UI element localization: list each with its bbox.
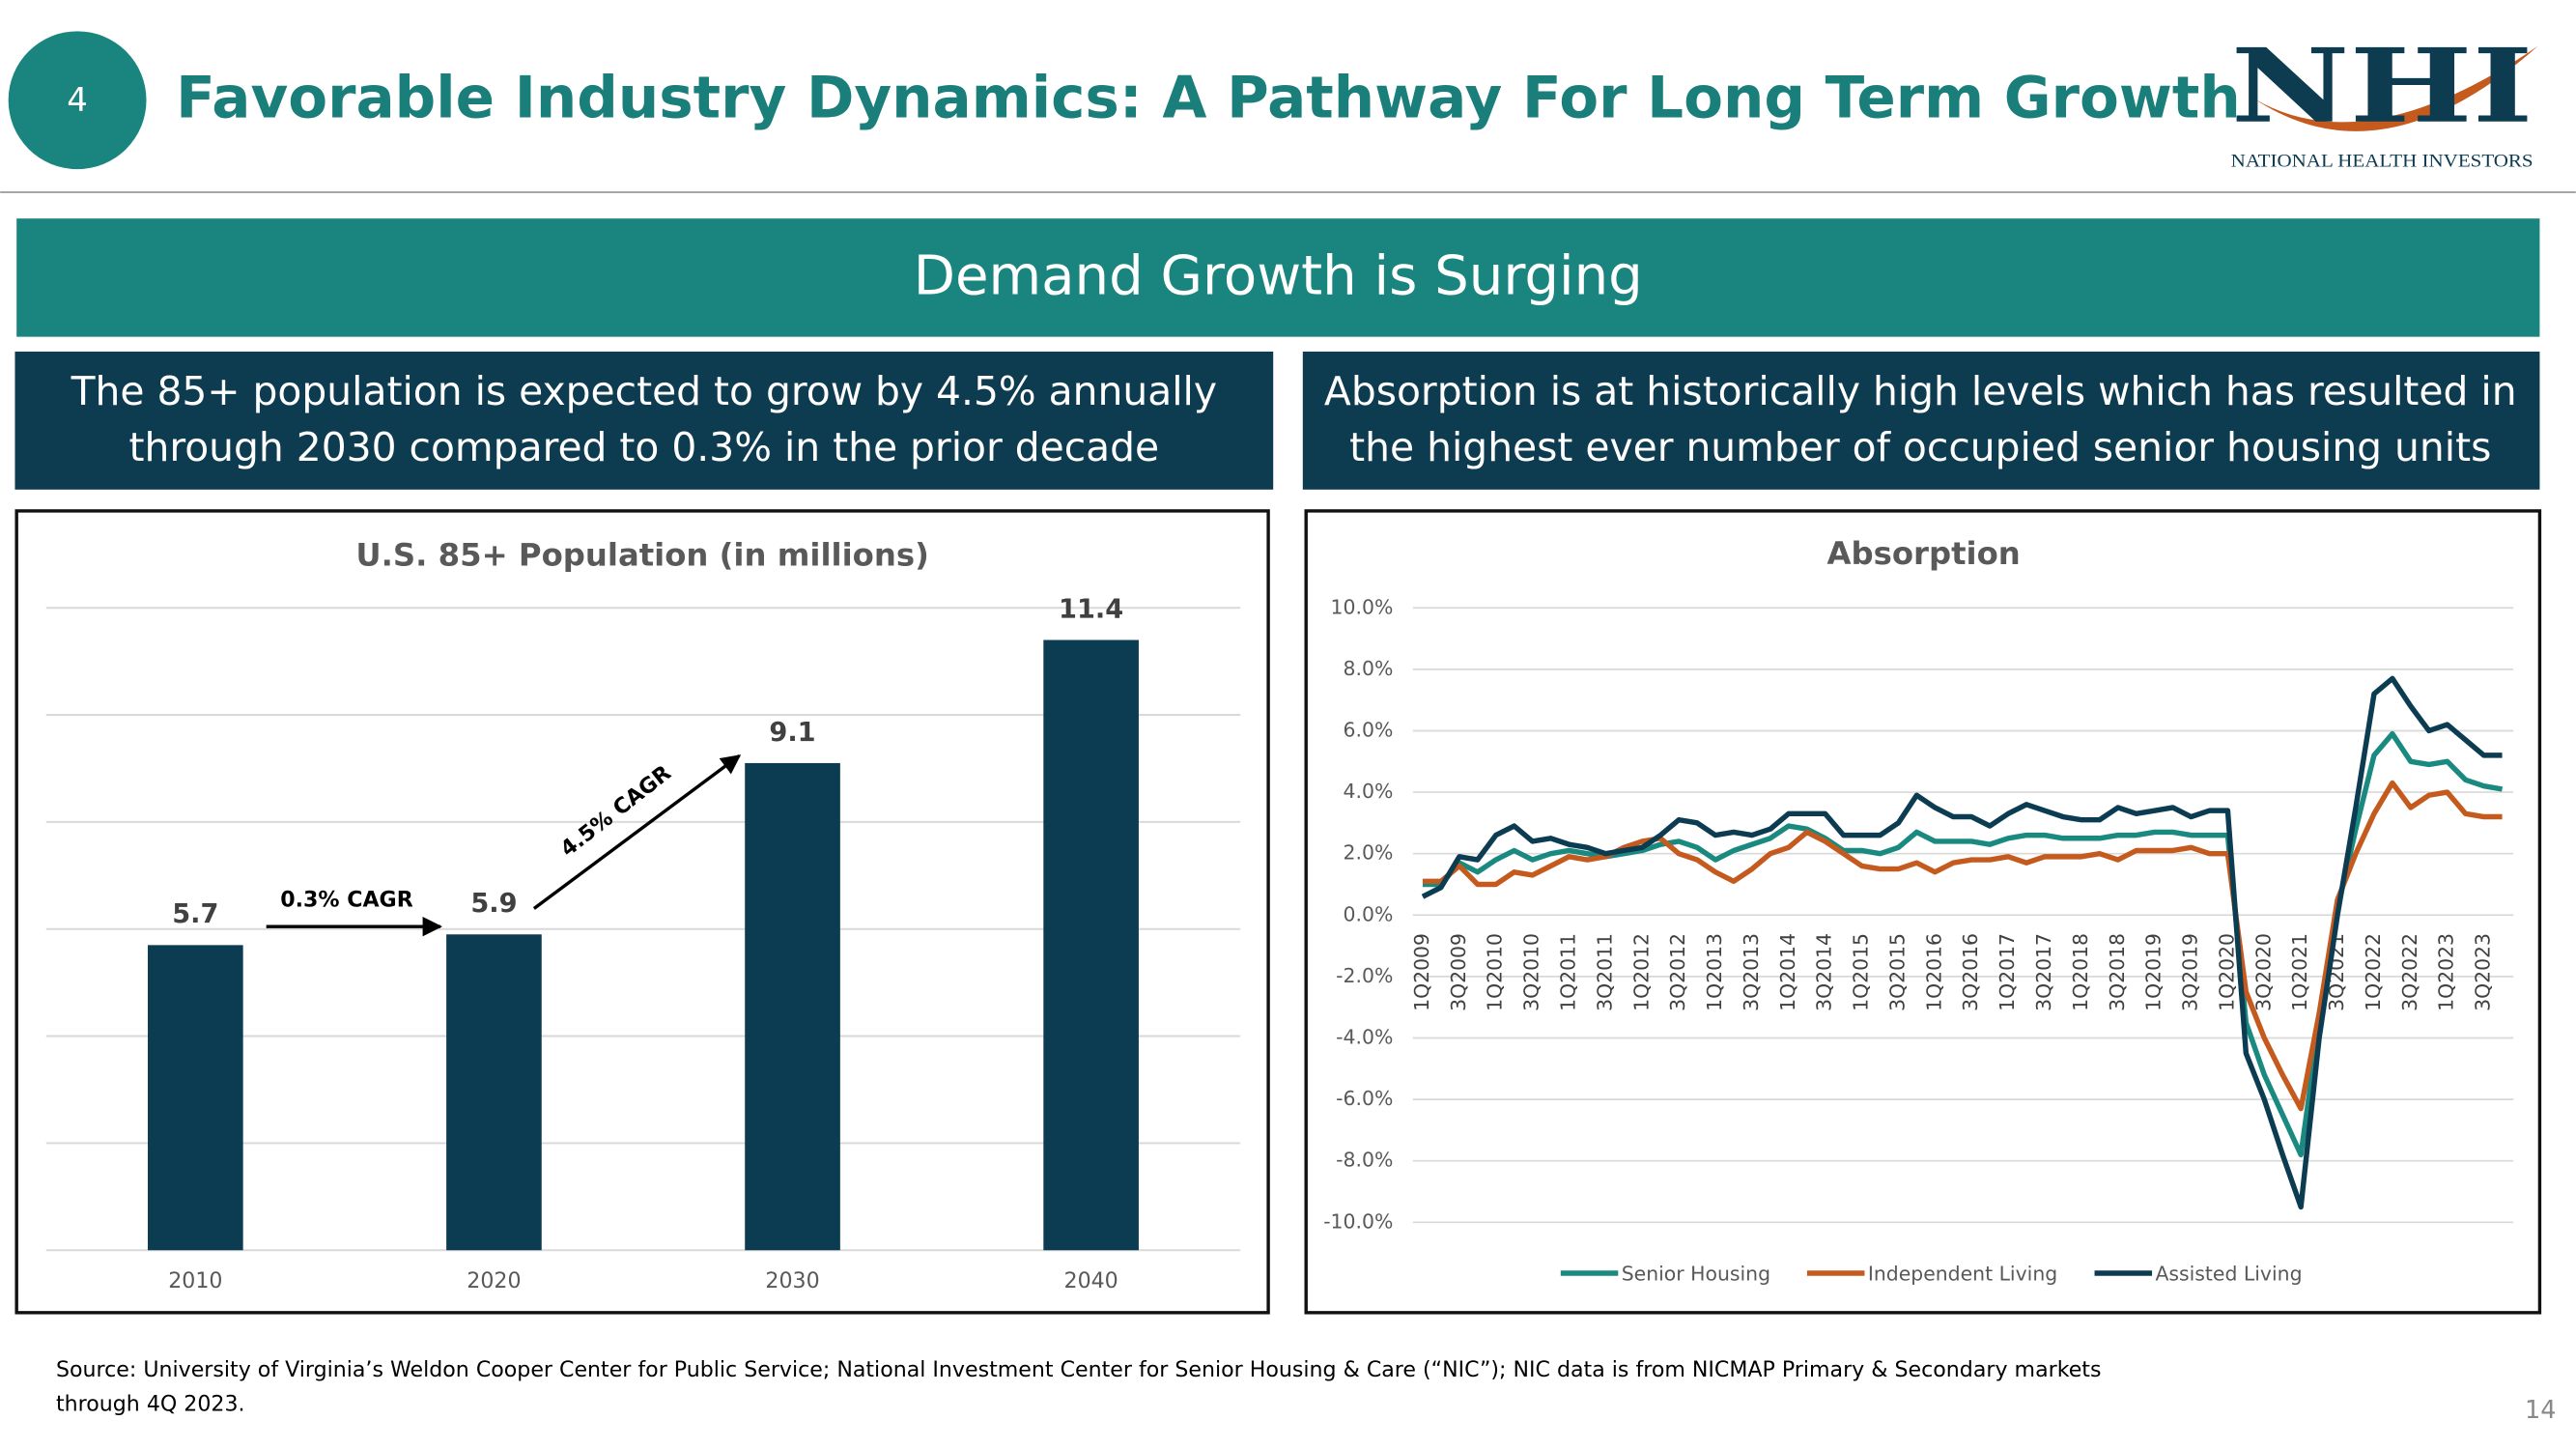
x-tick-label: 3Q2011 — [1593, 933, 1616, 1011]
page-number: 14 — [2525, 1396, 2556, 1425]
x-tick-label: 3Q2019 — [2179, 933, 2202, 1011]
x-tick-label: 1Q2021 — [2288, 933, 2311, 1011]
right-heading-box — [1302, 351, 2540, 490]
x-tick-label: 3Q2020 — [2251, 933, 2275, 1011]
x-tick-label: 3Q2017 — [2032, 933, 2055, 1011]
x-tick-label: 3Q2022 — [2398, 933, 2421, 1011]
annotation: 0.3% CAGR — [280, 887, 412, 912]
x-tick-label: 1Q2016 — [1922, 933, 1945, 1011]
source-note: through 4Q 2023. — [56, 1392, 245, 1417]
y-tick-label: 8.0% — [1344, 657, 1394, 680]
right-heading: the highest ever number of occupied seni… — [1349, 424, 2491, 470]
data-label: 9.1 — [769, 718, 815, 748]
bar — [446, 934, 542, 1251]
x-tick-label: 3Q2023 — [2472, 933, 2495, 1011]
y-tick-label: 2.0% — [1344, 841, 1394, 865]
left-heading: through 2030 compared to 0.3% in the pri… — [128, 424, 1159, 470]
y-tick-label: 0.0% — [1344, 902, 1394, 925]
x-tick-label: 2040 — [1064, 1268, 1118, 1293]
data-label: 5.9 — [470, 889, 517, 919]
x-tick-label: 1Q2014 — [1776, 933, 1799, 1011]
bar — [1043, 639, 1139, 1251]
y-tick-label: 6.0% — [1344, 718, 1394, 741]
x-tick-label: 1Q2023 — [2435, 933, 2458, 1011]
x-tick-label: 1Q2019 — [2142, 933, 2166, 1011]
left-heading: The 85+ population is expected to grow b… — [71, 368, 1217, 414]
data-label: 11.4 — [1059, 594, 1123, 624]
y-tick-label: -8.0% — [1336, 1149, 1393, 1172]
x-tick-label: 1Q2020 — [2215, 933, 2238, 1011]
logo-name: NATIONAL HEALTH INVESTORS — [2231, 152, 2534, 172]
right-heading: Absorption is at historically high level… — [1324, 368, 2517, 414]
y-tick-label: -10.0% — [1323, 1209, 1393, 1233]
slide-number: 4 — [67, 81, 88, 120]
legend-label: Senior Housing — [1622, 1263, 1770, 1286]
logo-mark: NHI — [2231, 26, 2534, 146]
y-tick-label: -6.0% — [1336, 1087, 1393, 1110]
x-tick-label: 2030 — [765, 1268, 819, 1293]
slide-title: Favorable Industry Dynamics: A Pathway F… — [176, 66, 2241, 132]
x-tick-label: 3Q2010 — [1520, 933, 1543, 1011]
x-tick-label: 1Q2009 — [1410, 933, 1433, 1011]
series-line — [1421, 675, 2503, 1210]
x-tick-label: 3Q2009 — [1447, 933, 1470, 1011]
x-tick-label: 1Q2022 — [2362, 933, 2385, 1011]
right-chart-frame — [1304, 509, 2542, 1315]
chart-title: Absorption — [1827, 535, 2021, 572]
banner — [16, 218, 2540, 337]
x-tick-label: 1Q2017 — [1996, 933, 2019, 1011]
logo-swoosh — [2253, 45, 2538, 131]
legend-label: Assisted Living — [2155, 1263, 2302, 1286]
left-chart-frame — [14, 509, 1270, 1315]
x-tick-label: 3Q2015 — [1885, 933, 1909, 1011]
x-tick-label: 1Q2015 — [1850, 933, 1873, 1011]
bar — [148, 945, 243, 1251]
x-tick-label: 3Q2018 — [2106, 933, 2129, 1011]
y-tick-label: -4.0% — [1336, 1025, 1393, 1048]
left-heading-box — [14, 351, 1274, 490]
x-tick-label: 1Q2013 — [1703, 933, 1726, 1011]
series-line — [1422, 780, 2503, 1112]
slide-number-badge — [8, 31, 147, 170]
x-tick-label: 3Q2013 — [1740, 933, 1763, 1011]
x-tick-label: 2020 — [467, 1268, 521, 1293]
x-tick-label: 1Q2018 — [2069, 933, 2092, 1011]
source-note: Source: University of Virginia’s Weldon … — [56, 1357, 2102, 1382]
x-tick-label: 1Q2012 — [1629, 933, 1653, 1011]
y-tick-label: -2.0% — [1336, 964, 1393, 987]
x-tick-label: 3Q2016 — [1959, 933, 1982, 1011]
x-tick-label: 3Q2012 — [1666, 933, 1689, 1011]
y-tick-label: 10.0% — [1331, 595, 1394, 618]
legend-label: Independent Living — [1868, 1263, 2057, 1286]
x-tick-label: 2010 — [168, 1268, 222, 1293]
chart-title: U.S. 85+ Population (in millions) — [355, 537, 928, 574]
banner-text: Demand Growth is Surging — [914, 245, 1643, 308]
x-tick-label: 1Q2011 — [1556, 933, 1579, 1011]
bar — [745, 762, 840, 1251]
x-tick-label: 1Q2010 — [1484, 933, 1507, 1011]
data-label: 5.7 — [172, 899, 218, 929]
y-tick-label: 4.0% — [1344, 780, 1394, 803]
x-tick-label: 3Q2014 — [1813, 933, 1836, 1011]
annotation-arrow — [532, 753, 742, 910]
